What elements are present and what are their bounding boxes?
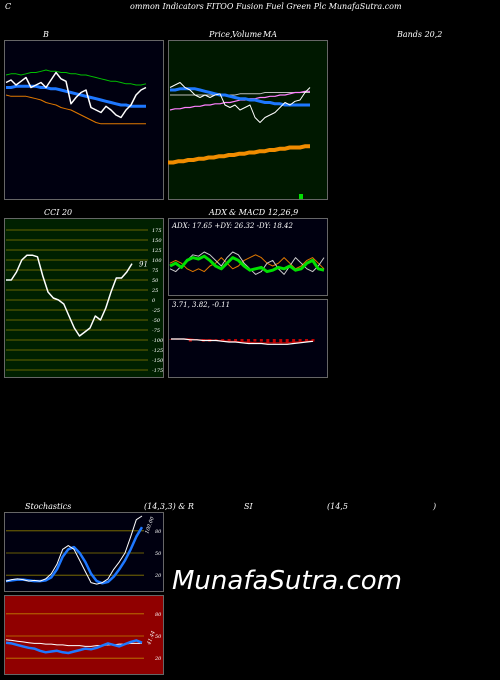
macd-histogram-bar <box>214 339 218 340</box>
macd-histogram-bar <box>227 339 231 342</box>
macd-histogram-bar <box>305 339 309 342</box>
rsi-ma-line <box>5 639 142 647</box>
macd-histogram-bar <box>311 339 315 342</box>
price-label-c: MA <box>263 30 277 39</box>
stoch-label-e: ) <box>433 502 437 511</box>
cci-tick-label: -150 <box>152 358 164 364</box>
stoch-label-d: (14,5 <box>327 502 348 511</box>
panel-background <box>168 40 328 200</box>
macd-chart: 3.71, 3.82, -0.11 <box>168 299 328 378</box>
adx-label-a: ADX <box>209 208 227 217</box>
cci-tick-label: 25 <box>151 288 158 294</box>
cci-tick-label: 50 <box>152 278 159 284</box>
rsi-line <box>5 639 143 655</box>
adx-readout: ADX: 17.65 +DY: 26.32 -DY: 18.42 <box>171 222 293 230</box>
macd-histogram-bar <box>298 339 302 342</box>
rsi-tick-label: 80 <box>155 612 162 618</box>
rsi-last-label: 41.44 <box>146 630 157 646</box>
price-line <box>169 82 311 123</box>
stoch-label-c: SI <box>244 502 253 511</box>
c-label: C <box>5 2 12 11</box>
price-line <box>5 71 147 119</box>
cci-last-label: 91 <box>139 261 148 269</box>
macd-histogram-bar <box>246 339 250 344</box>
bollinger-chart <box>4 40 164 200</box>
cci-tick-label: 75 <box>152 268 158 274</box>
chart-title: ommon Indicators FITOO Fusion Fuel Green… <box>130 2 402 11</box>
macd-histogram-bar <box>259 339 263 342</box>
cci-tick-label: -100 <box>152 338 164 344</box>
cci-tick-label: 150 <box>152 238 162 244</box>
stoch-label-a: Stochastics <box>25 502 72 511</box>
cci-tick-label: 175 <box>152 228 162 234</box>
adx-label-b: & MACD 12,26,9 <box>229 208 299 217</box>
volume-bar <box>299 194 303 199</box>
macd-histogram-bar <box>279 339 283 344</box>
panel-background <box>4 40 164 200</box>
bollinger-label: B <box>43 30 49 39</box>
price-label-a: Price, <box>209 30 233 39</box>
cci-tick-label: 125 <box>152 248 162 254</box>
stochastics-chart: 80 50 20 100.00 <box>4 512 164 592</box>
rsi-tick-label: 20 <box>154 656 162 662</box>
macd-histogram-bar <box>266 339 270 344</box>
stoch-label-b: (14,3,3) & R <box>144 502 194 511</box>
adx-line <box>169 254 325 274</box>
macd-histogram-bar <box>253 339 257 342</box>
middle-band-line <box>6 84 146 108</box>
cci-tick-label: -175 <box>152 368 163 374</box>
stoch-last-label: 100.00 <box>144 515 156 534</box>
panel-background <box>4 218 164 378</box>
minus-di-line <box>169 254 325 273</box>
watermark: MunafaSutra.com <box>172 566 403 596</box>
macd-histogram-bar <box>272 339 276 344</box>
rsi-chart: 80 50 20 41.44 <box>4 595 164 675</box>
macd-line <box>171 338 314 345</box>
cci-label: CCI 20 <box>44 208 73 217</box>
price-volume-ma-chart <box>168 40 328 200</box>
cci-line <box>6 254 133 337</box>
stoch-k-line <box>5 515 143 585</box>
panel-background <box>4 595 164 675</box>
macd-histogram-bar <box>292 339 296 344</box>
upper-band-line <box>5 69 147 86</box>
macd-histogram-bar <box>234 339 238 342</box>
macd-readout: 3.71, 3.82, -0.11 <box>172 301 230 309</box>
panel-background <box>168 299 328 378</box>
volume-band-line <box>168 144 310 165</box>
cci-tick-label: -25 <box>152 308 160 314</box>
cci-tick-label: 0 <box>152 298 156 304</box>
plus-di-line <box>169 251 325 275</box>
lower-band-line <box>5 94 146 125</box>
stoch-tick-label: 50 <box>155 551 162 557</box>
price-label-b: Volume <box>232 30 262 39</box>
adx-chart: ADX: 17.65 +DY: 26.32 -DY: 18.42 <box>168 218 328 296</box>
bands-label: Bands 20,2 <box>397 30 443 39</box>
cci-tick-label: -125 <box>152 348 163 354</box>
rsi-tick-label: 50 <box>155 634 162 640</box>
cci-chart: 175 150 125 100 75 50 25 0 -25 -50 -75 -100 -125 -150… <box>4 218 164 378</box>
stoch-d-line <box>5 526 144 585</box>
macd-histogram-bar <box>285 339 289 344</box>
panel-background <box>4 512 164 592</box>
cci-tick-label: -50 <box>152 318 161 324</box>
cci-tick-label: 100 <box>152 258 162 264</box>
stoch-tick-label: 20 <box>154 573 162 579</box>
macd-histogram-bar <box>240 339 244 342</box>
cci-tick-label: -75 <box>152 328 160 334</box>
stoch-tick-label: 80 <box>155 529 162 535</box>
ma-grey-line <box>170 92 310 96</box>
ma-blue-line <box>170 87 310 107</box>
